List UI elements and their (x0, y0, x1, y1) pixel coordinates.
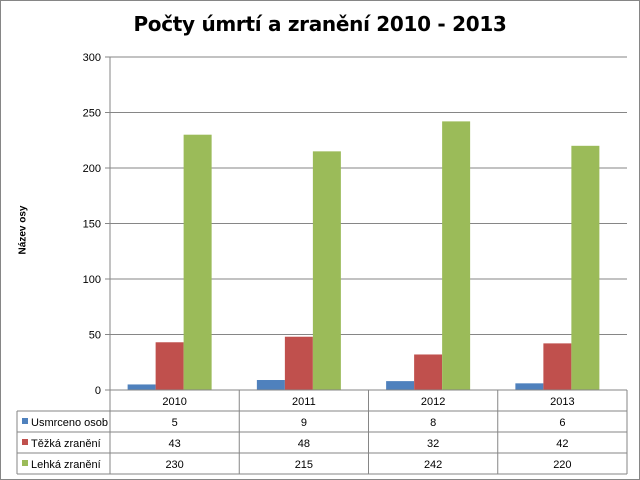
bar (386, 381, 415, 390)
data-label: 43 (169, 438, 181, 450)
bar (183, 134, 212, 390)
legend-label: Usmrceno osob (31, 417, 108, 429)
data-label: 8 (430, 417, 436, 429)
x-tick-label: 2010 (162, 396, 186, 408)
y-tick-label: 200 (83, 163, 101, 175)
bar (414, 354, 443, 390)
x-tick-label: 2013 (550, 396, 574, 408)
legend-key (22, 418, 28, 424)
bar (312, 151, 341, 390)
y-axis-ticks: 0 50 100 150 200 250 300 (83, 52, 101, 397)
data-label: 9 (301, 417, 307, 429)
data-label: 220 (553, 459, 571, 471)
x-tick-label: 2011 (292, 396, 316, 408)
y-tick-label: 50 (89, 330, 101, 342)
y-tick-label: 100 (83, 274, 101, 286)
data-label: 5 (172, 417, 178, 429)
y-tick-label: 0 (95, 385, 101, 397)
y-tick-label: 250 (83, 108, 101, 120)
data-table: 2010 2011 2012 2013 Usmrceno osob 5 9 8 6 Těžká z… (16, 389, 628, 475)
data-label: 48 (298, 438, 310, 450)
bar (284, 336, 313, 390)
bar (127, 384, 156, 390)
data-label: 215 (295, 459, 313, 471)
legend-label: Lehká zranění (31, 459, 101, 471)
bar (155, 342, 184, 390)
legend-key (22, 439, 28, 445)
gridlines (105, 56, 627, 391)
data-label: 6 (559, 417, 565, 429)
y-tick-label: 300 (83, 52, 101, 64)
bar (543, 343, 572, 390)
data-label: 230 (165, 459, 183, 471)
bar (256, 380, 285, 390)
chart-title: Počty úmrtí a zranění 2010 - 2013 (133, 12, 507, 36)
bar (571, 145, 600, 390)
data-label: 32 (427, 438, 439, 450)
data-label: 42 (556, 438, 568, 450)
bars (127, 121, 600, 390)
legend-label: Těžká zranění (31, 438, 101, 450)
data-label: 242 (424, 459, 442, 471)
bar (442, 121, 471, 390)
x-tick-label: 2012 (421, 396, 445, 408)
y-tick-label: 150 (83, 219, 101, 231)
bar (515, 383, 544, 390)
legend-key (22, 460, 28, 466)
